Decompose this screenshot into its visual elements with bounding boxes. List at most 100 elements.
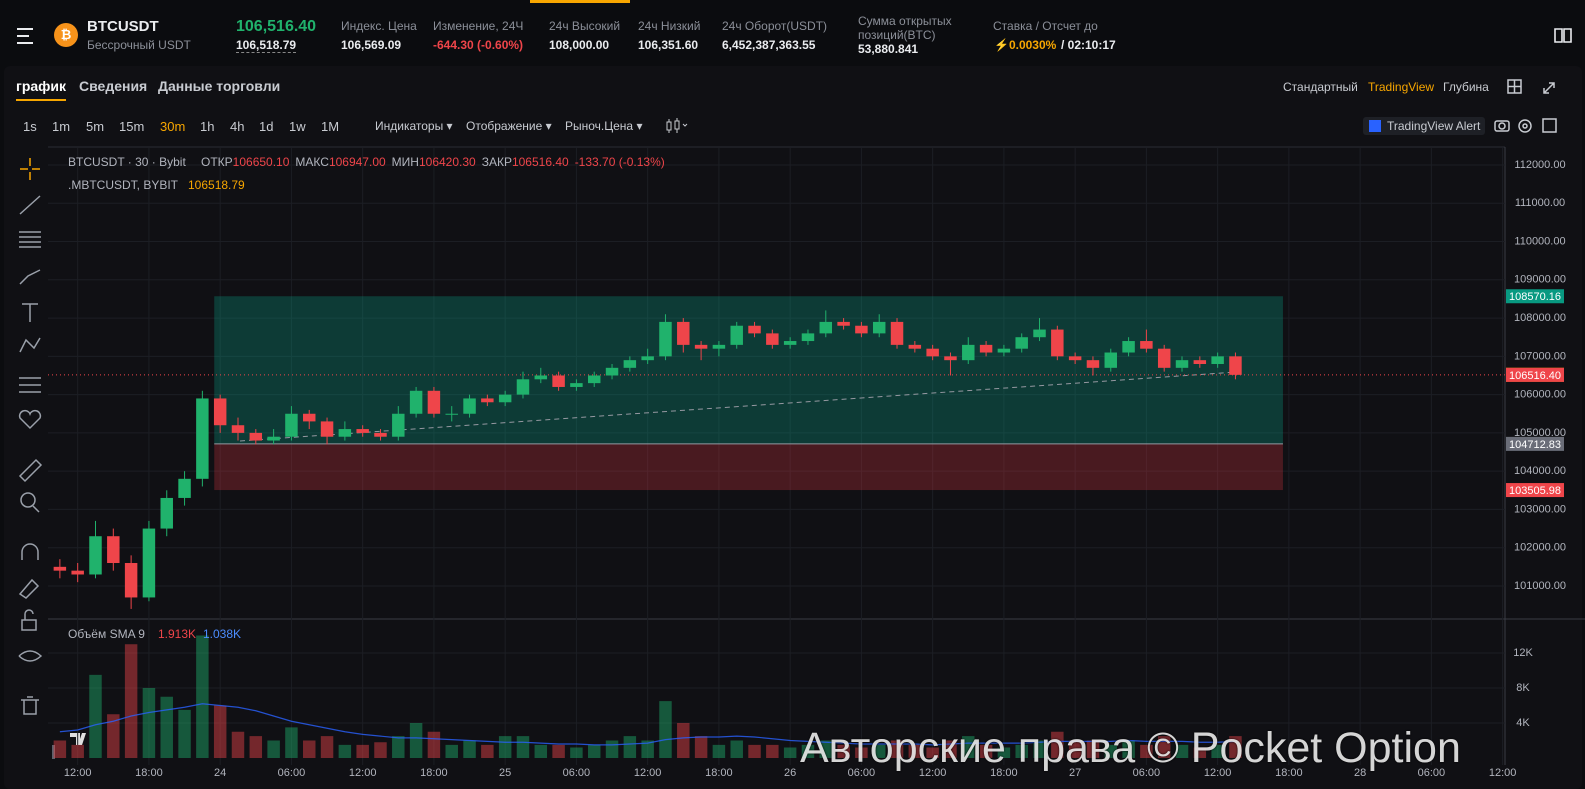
y-tick-label: 110000.00 (1514, 235, 1565, 247)
menu-icon[interactable] (15, 26, 37, 46)
candle-body (641, 356, 654, 361)
top-accent (530, 0, 630, 3)
volume-bar (962, 736, 975, 758)
volume-bar (819, 740, 833, 758)
menu[interactable]: Рыноч.Цена ▾ (565, 119, 643, 133)
x-tick-label: 12:00 (1489, 767, 1517, 779)
symbol[interactable]: BTCUSDT (87, 18, 159, 35)
stat-label: Изменение, 24Ч (433, 19, 524, 33)
candle-body (659, 321, 672, 357)
y-tick-label: 111000.00 (1515, 197, 1565, 209)
candle-body (979, 344, 993, 353)
stat-label: 24ч Низкий (638, 19, 701, 33)
volume-bar (107, 714, 120, 758)
volume-bar (730, 740, 743, 758)
candle-body (623, 360, 637, 368)
timeframe[interactable]: 15m (119, 119, 145, 134)
view[interactable]: Глубина (1443, 80, 1489, 94)
volume-bar (570, 747, 583, 758)
timeframe[interactable]: 4h (230, 119, 245, 134)
y-tick-label: 105000.00 (1514, 427, 1566, 439)
timeframe[interactable]: 1m (52, 119, 71, 134)
timeframe[interactable]: 1h (200, 119, 215, 134)
volume-bar (53, 740, 67, 758)
volume-bar (677, 722, 690, 758)
price-tag-label: 103505.98 (1509, 485, 1561, 497)
volume-bar (142, 687, 156, 758)
volume-bar (303, 740, 316, 758)
x-tick-label: 12:00 (64, 767, 92, 779)
book-icon[interactable] (1553, 26, 1573, 44)
x-tick-label: 12:00 (919, 767, 947, 779)
view[interactable]: Стандартный (1283, 80, 1358, 94)
candle-body (142, 528, 156, 598)
volume-bar (872, 744, 886, 758)
index-value: 106518.79 (188, 178, 245, 192)
tab[interactable]: Сведения (79, 78, 148, 94)
icon[interactable] (1506, 78, 1566, 96)
candle-body (837, 321, 850, 326)
candle-body (1104, 352, 1118, 368)
alert-button[interactable]: TradingView Alert (1363, 117, 1485, 135)
price-tag (1506, 289, 1564, 304)
ohlc-label: МИН (391, 155, 419, 169)
index-name: .MBTCUSDT, BYBIT (68, 178, 179, 192)
candle-body (107, 536, 120, 564)
x-tick-label: 27 (1069, 767, 1081, 779)
candle-body (1015, 337, 1028, 349)
x-tick-label: 06:00 (1133, 767, 1161, 779)
candle-body (445, 413, 458, 415)
timeframe[interactable]: 5m (86, 119, 105, 134)
volume-bar (605, 740, 619, 758)
candle-type[interactable] (664, 118, 688, 139)
volume-title: Объём SMA 9 (68, 627, 145, 641)
volume-bar (392, 736, 405, 758)
candle-body (285, 413, 298, 437)
volume-tick-label: 8K (1516, 682, 1530, 694)
candle-body (498, 394, 512, 403)
timeframe[interactable]: 1w (289, 119, 306, 134)
volume-bar (1140, 744, 1153, 758)
tab[interactable]: график (16, 78, 67, 101)
volume-bar (837, 744, 850, 758)
volume-bar (196, 635, 209, 758)
y-tick-label: 107000.00 (1514, 350, 1566, 362)
volume-bar (285, 727, 298, 758)
timeframe[interactable]: 1d (259, 119, 274, 134)
stat-label: Индекс. Цена (341, 19, 417, 33)
volume-tick-label: 4K (1516, 717, 1530, 729)
candle-body (730, 325, 743, 345)
price-tag-label: 106516.40 (1509, 370, 1561, 382)
alert-icon (1369, 120, 1381, 132)
candle-icon (666, 118, 688, 133)
stat-label: 24ч Оборот(USDT) (722, 19, 828, 33)
menu[interactable]: Отображение ▾ (466, 119, 552, 133)
timeframe[interactable]: 30m (160, 119, 186, 134)
ohlc-value: 106650.10 (232, 155, 290, 169)
candle-body (1068, 356, 1082, 361)
volume-bar (178, 709, 191, 758)
candle-body (160, 497, 173, 529)
tab[interactable]: Данные торговли (158, 78, 281, 94)
ohlc-label: ЗАКР (481, 155, 512, 169)
view[interactable]: TradingView (1368, 80, 1435, 94)
chart-panel (4, 66, 1582, 789)
svg-text:₿: ₿ (61, 27, 72, 42)
candle-body (926, 348, 939, 357)
volume-bar (534, 744, 548, 758)
candle-body (178, 478, 191, 498)
ohlc-label: ОТКР (201, 155, 233, 169)
x-tick-label: 12:00 (634, 767, 662, 779)
candle-body (587, 375, 601, 384)
funding-rate-value: 0.0030% (1008, 38, 1057, 52)
candle-body (249, 432, 263, 441)
x-tick-label: 28 (1354, 767, 1366, 779)
timeframe[interactable]: 1s (23, 119, 37, 134)
ohlc-value: 106516.40 (511, 155, 569, 169)
timeframe[interactable]: 1M (321, 119, 340, 134)
y-tick-label: 109000.00 (1514, 274, 1566, 286)
x-tick-label: 06:00 (563, 767, 591, 779)
menu[interactable]: Индикаторы ▾ (375, 119, 453, 133)
price-tag (1506, 483, 1564, 498)
x-tick-label: 25 (499, 767, 511, 779)
